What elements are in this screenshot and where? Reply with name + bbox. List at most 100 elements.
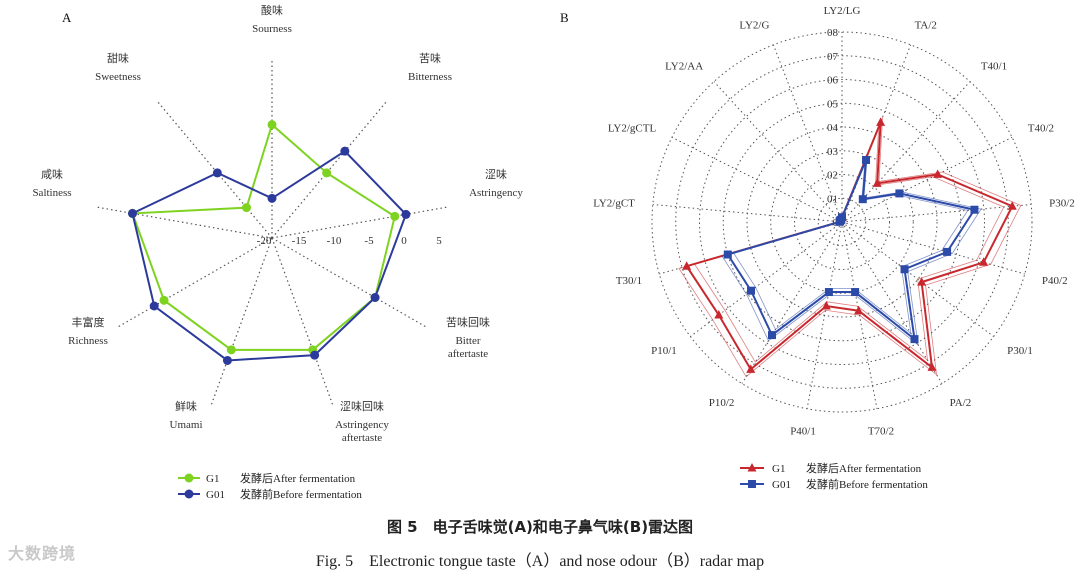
data-point-g01 (910, 335, 919, 344)
data-point-g01 (401, 209, 411, 219)
axis-spoke (713, 81, 843, 223)
axis-spoke (841, 221, 1025, 275)
series-band-inner-g01 (732, 162, 969, 335)
axis-label: T40/1 (981, 60, 1007, 72)
data-point-g1 (979, 257, 989, 266)
axis-label: PA/2 (950, 397, 972, 409)
grid-ring (699, 79, 985, 365)
data-point-g1 (714, 310, 724, 319)
axis-label: LY2/gCTL (608, 123, 657, 135)
grid-ring (722, 102, 962, 342)
axis-spoke (690, 221, 843, 337)
legend-label-g01: G01 (206, 489, 225, 501)
data-point-g01 (149, 301, 159, 311)
data-point-g1 (927, 362, 937, 371)
axis-spoke (671, 136, 843, 223)
axis-label-en-line: Bitter (455, 335, 480, 347)
radial-tick-label: 03 (827, 146, 839, 158)
axis-label: P30/2 (1049, 197, 1075, 209)
axis-label: P10/2 (709, 397, 735, 409)
radial-tick-label: 08 (827, 27, 839, 39)
series-line-g1 (131, 122, 396, 351)
radial-tick-label: 04 (827, 122, 839, 134)
data-point-g01 (970, 205, 979, 214)
axis-spoke (841, 136, 1013, 223)
axis-label-cn: 丰富度 (72, 315, 105, 329)
series-band-inner-g1 (693, 127, 1005, 363)
taste-radar-chart: A -20 -15 -10 -5 0 5 酸味 Sourness 苦味 Bitterness 涩味 As… (0, 0, 540, 510)
figure-caption-english: Fig. 5 Electronic tongue taste（A）and nos… (315, 553, 765, 570)
data-point-g1 (854, 305, 864, 315)
axis-spoke (741, 221, 843, 384)
grid-ring (770, 150, 914, 294)
grid-ring (794, 174, 890, 270)
grid-ring (817, 197, 867, 247)
data-point-g01 (943, 247, 952, 256)
data-point-g01 (747, 286, 756, 295)
radial-tick-label: 05 (827, 98, 839, 110)
figure-caption-chinese: 图 5 电子舌味觉(A)和电子鼻气味(B)雷达图 (386, 518, 694, 536)
legend-desc-g1: 发酵后After fermentation (806, 461, 922, 475)
axis-spoke (210, 237, 273, 406)
data-point-g01 (212, 168, 222, 178)
legend-marker-g1 (747, 463, 757, 472)
data-point-g01 (340, 146, 350, 156)
axis-label-cn: 涩味 (485, 168, 507, 181)
data-point-g01 (900, 265, 909, 274)
series-g1 (678, 117, 1022, 378)
axis-label-en: Umami (170, 419, 203, 431)
data-point-g01 (127, 208, 137, 218)
series-band-outer-g1 (678, 117, 1022, 378)
watermark-logo: 大数跨境 (8, 544, 77, 563)
axis-label-en: Astringency aftertaste (335, 419, 389, 444)
data-point-g1 (746, 364, 756, 373)
data-point-g1 (390, 211, 400, 221)
axis-label-en: Saltiness (32, 187, 71, 199)
grid-ring (651, 31, 1033, 413)
data-point-g01 (723, 250, 732, 259)
axis-label: P10/1 (651, 345, 677, 357)
data-point-g01 (767, 331, 776, 340)
axis-label: LY2/G (739, 19, 769, 31)
odour-radar-chart: B 0 01 02 03 04 05 06 07 08 LY2/LG TA/2 T40/1 T40/2 P3… (540, 0, 1080, 510)
axis-label-en: Bitter aftertaste (448, 335, 488, 360)
data-point-g1 (242, 203, 252, 213)
data-point-g1 (821, 301, 831, 310)
grid-ring (675, 55, 1009, 389)
axis-label: P40/2 (1042, 275, 1068, 287)
axis-label-cn: 甜味 (107, 52, 129, 65)
legend-desc-g01: 发酵前Before fermentation (806, 477, 928, 491)
radial-tick-label: -5 (364, 235, 374, 247)
data-point-g1 (933, 169, 943, 178)
data-point-g01 (895, 189, 904, 198)
axis-label: LY2/AA (665, 60, 703, 72)
legend-label-g1: G1 (206, 473, 219, 485)
data-point-g01 (310, 350, 320, 360)
series-g01 (721, 155, 982, 346)
axis-label-en: Sweetness (95, 71, 141, 83)
radial-tick-label: -20 (257, 235, 272, 247)
series-line-g01 (131, 149, 408, 362)
data-point-g01 (862, 155, 871, 164)
data-point-g1 (322, 168, 332, 178)
axis-label-en-line: aftertaste (448, 348, 488, 360)
data-point-g1 (226, 345, 236, 355)
axis-spoke (271, 237, 427, 328)
axis-spoke (841, 203, 1032, 223)
axis-label: LY2/gCT (593, 197, 635, 209)
axis-label-cn: 苦味 (419, 52, 441, 65)
axis-spoke (271, 206, 448, 239)
data-point-g1 (682, 261, 692, 270)
data-point-g1 (876, 117, 886, 126)
axis-spoke (652, 203, 843, 223)
axis-label: P40/1 (790, 425, 816, 437)
data-point-g1 (159, 295, 169, 305)
series-line-g1 (685, 121, 1014, 371)
axis-spoke (271, 237, 334, 406)
data-point-g1 (1007, 201, 1017, 210)
axis-label: LY2/LG (824, 5, 861, 17)
legend-marker-g01 (184, 489, 194, 499)
legend-marker-g1 (184, 473, 194, 483)
data-point-g1 (267, 120, 277, 130)
legend-label-g1: G1 (772, 463, 785, 475)
